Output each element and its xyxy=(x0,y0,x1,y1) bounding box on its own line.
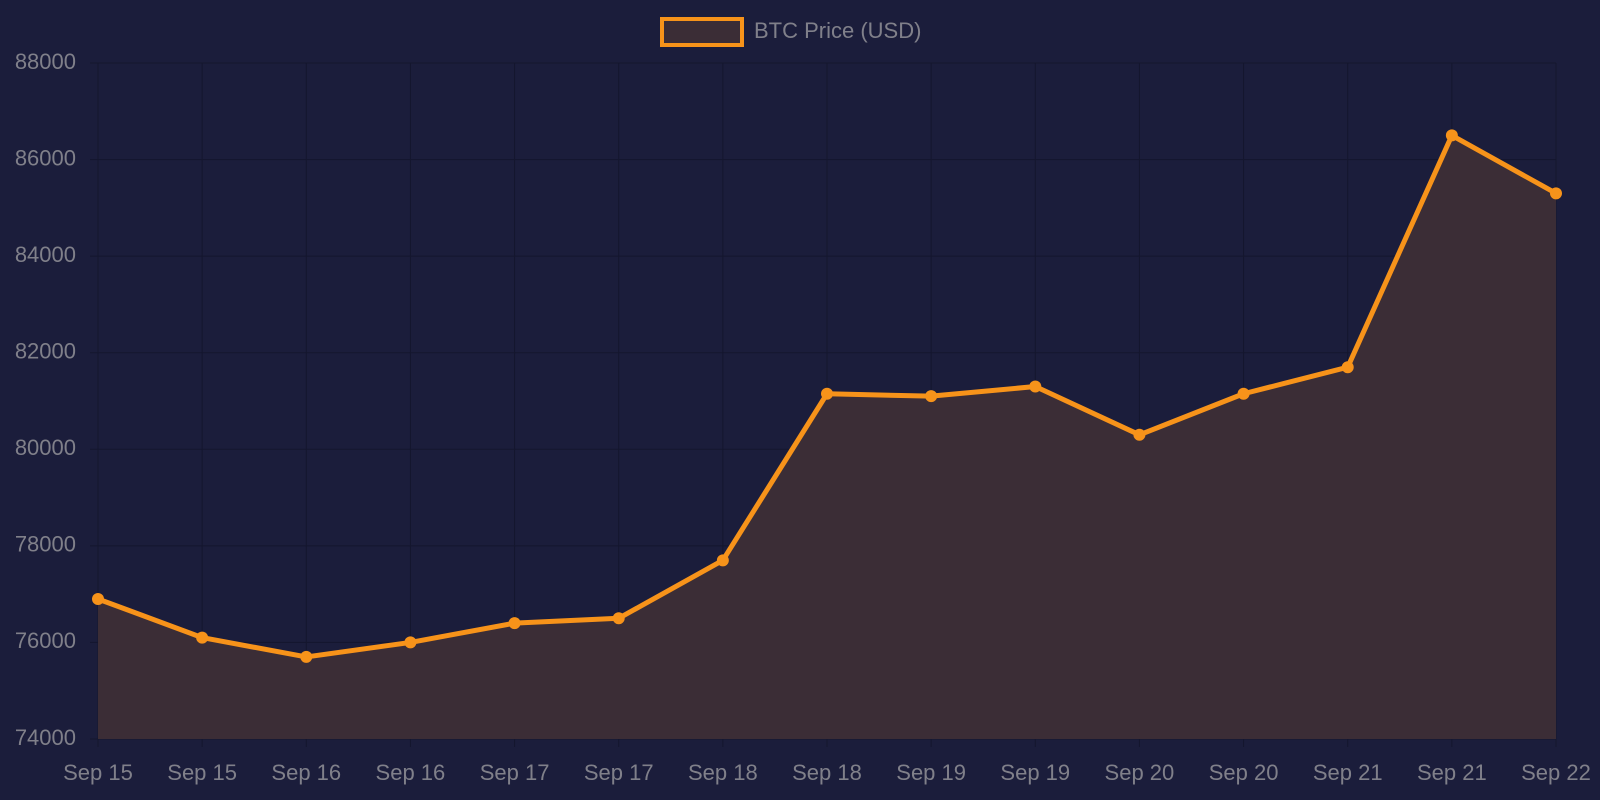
data-point xyxy=(612,612,625,625)
y-tick-label: 80000 xyxy=(15,435,76,460)
y-tick-label: 84000 xyxy=(15,242,76,267)
x-tick-label: Sep 15 xyxy=(63,760,133,785)
x-tick-label: Sep 20 xyxy=(1105,760,1175,785)
x-tick-label: Sep 17 xyxy=(584,760,654,785)
data-point xyxy=(1237,387,1250,400)
x-tick-label: Sep 18 xyxy=(688,760,758,785)
x-tick-label: Sep 18 xyxy=(792,760,862,785)
x-tick-label: Sep 19 xyxy=(896,760,966,785)
plot-area xyxy=(92,129,1562,739)
data-point xyxy=(404,636,417,649)
y-tick-label: 76000 xyxy=(15,628,76,653)
data-point xyxy=(716,554,729,567)
x-tick-label: Sep 21 xyxy=(1313,760,1383,785)
x-tick-label: Sep 22 xyxy=(1521,760,1591,785)
x-tick-label: Sep 16 xyxy=(376,760,446,785)
y-tick-label: 78000 xyxy=(15,532,76,557)
data-point xyxy=(1029,380,1042,393)
data-point xyxy=(196,631,209,644)
data-point xyxy=(1445,129,1458,142)
data-point xyxy=(1341,361,1354,374)
x-tick-label: Sep 16 xyxy=(271,760,341,785)
data-point xyxy=(821,387,833,400)
y-tick-label: 74000 xyxy=(15,725,76,750)
legend-label[interactable]: BTC Price (USD) xyxy=(754,18,921,43)
y-tick-label: 82000 xyxy=(15,339,76,364)
data-point xyxy=(1133,428,1146,441)
x-tick-label: Sep 20 xyxy=(1209,760,1279,785)
data-point xyxy=(508,617,521,630)
x-tick-label: Sep 17 xyxy=(480,760,550,785)
data-point xyxy=(92,592,104,605)
x-tick-label: Sep 21 xyxy=(1417,760,1487,785)
data-point xyxy=(300,650,313,663)
data-point xyxy=(1550,187,1562,200)
y-tick-label: 86000 xyxy=(15,145,76,170)
legend-swatch[interactable] xyxy=(660,17,744,47)
x-tick-label: Sep 15 xyxy=(167,760,237,785)
x-tick-label: Sep 19 xyxy=(1000,760,1070,785)
area xyxy=(98,135,1556,739)
y-tick-label: 88000 xyxy=(15,49,76,74)
legend[interactable]: BTC Price (USD) xyxy=(660,17,921,47)
data-point xyxy=(925,390,938,403)
